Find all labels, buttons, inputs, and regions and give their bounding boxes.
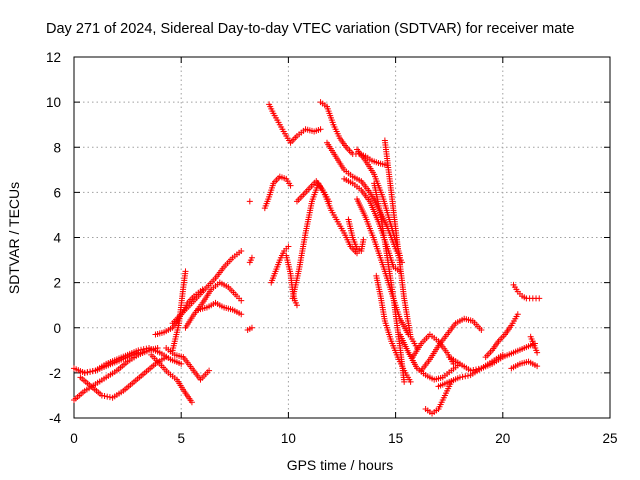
data-point-arc-11 xyxy=(238,311,245,318)
data-point-arc-05 xyxy=(188,399,195,406)
data-point-arc-32 xyxy=(478,327,485,334)
x-tick-label: 25 xyxy=(602,431,617,446)
tick-marks xyxy=(73,56,611,419)
data-point-arc-04 xyxy=(89,368,96,375)
data-point-arc-04 xyxy=(87,368,94,375)
y-tick-label: 10 xyxy=(46,95,61,110)
data-point-arc-36 xyxy=(514,311,521,318)
data-point-arc-03 xyxy=(106,394,113,401)
data-point-arc-38 xyxy=(536,295,543,302)
x-tick-label: 0 xyxy=(70,431,78,446)
data-point-arc-04 xyxy=(81,369,88,376)
y-tick-label: 4 xyxy=(53,231,61,246)
data-point-arc-12 xyxy=(248,324,255,331)
data-point-arc-04 xyxy=(135,347,142,354)
y-tick-labels: -4 -2 0 2 4 6 8 10 12 xyxy=(46,50,62,426)
data-point-arc-37 xyxy=(534,363,541,370)
y-tick-label: 2 xyxy=(53,276,61,291)
data-point-arc-34 xyxy=(456,374,463,381)
data-point-arc-13 xyxy=(246,198,253,205)
data-point-arc-03 xyxy=(101,393,108,400)
data-point-arc-04 xyxy=(138,346,144,353)
data-point-arc-16 xyxy=(287,182,294,189)
x-tick-label: 20 xyxy=(495,431,510,446)
x-axis-label: GPS time / hours xyxy=(287,457,394,473)
data-point-arc-29 xyxy=(407,378,414,385)
data-point-arc-39 xyxy=(534,349,541,356)
data-point-arc-03 xyxy=(98,392,105,399)
data-point-arc-35 xyxy=(470,367,477,374)
y-tick-label: 0 xyxy=(53,321,61,336)
data-point-arc-06 xyxy=(206,367,213,374)
data-point-arc-14 xyxy=(248,254,255,261)
data-point-arc-34 xyxy=(459,373,466,380)
data-point-arc-04 xyxy=(178,360,185,367)
x-tick-label: 10 xyxy=(281,431,296,446)
y-tick-label: 6 xyxy=(53,185,61,200)
x-tick-label: 15 xyxy=(388,431,403,446)
x-tick-labels: 0 5 10 15 20 25 xyxy=(70,431,617,446)
data-point-arc-34 xyxy=(464,372,471,379)
data-point-arc-03 xyxy=(104,393,111,400)
data-point-arc-27 xyxy=(401,378,408,385)
x-tick-label: 5 xyxy=(177,431,185,446)
data-point-arc-09 xyxy=(238,248,245,255)
data-point-arc-35 xyxy=(473,366,479,373)
y-axis-label: SDTVAR / TECUs xyxy=(6,182,22,294)
data-point-arc-17 xyxy=(285,243,292,250)
chart-title: Day 271 of 2024, Sidereal Day-to-day VTE… xyxy=(46,21,574,37)
data-point-arc-35 xyxy=(475,365,482,372)
y-tick-label: 8 xyxy=(53,140,61,155)
data-point-arc-34 xyxy=(462,373,469,380)
y-tick-label: 12 xyxy=(46,50,61,65)
data-point-arc-25 xyxy=(360,236,367,243)
data-point-arc-35 xyxy=(467,367,474,374)
y-tick-label: -2 xyxy=(49,366,61,381)
data-point-arc-08 xyxy=(182,268,189,275)
data-point-arc-15 xyxy=(317,126,324,133)
data-point-arc-18 xyxy=(293,302,300,309)
data-point-arc-10 xyxy=(238,297,245,304)
data-points xyxy=(71,99,543,417)
y-tick-label: -4 xyxy=(49,411,61,426)
data-point-arc-04 xyxy=(140,346,147,353)
data-point-arc-04 xyxy=(84,369,91,376)
